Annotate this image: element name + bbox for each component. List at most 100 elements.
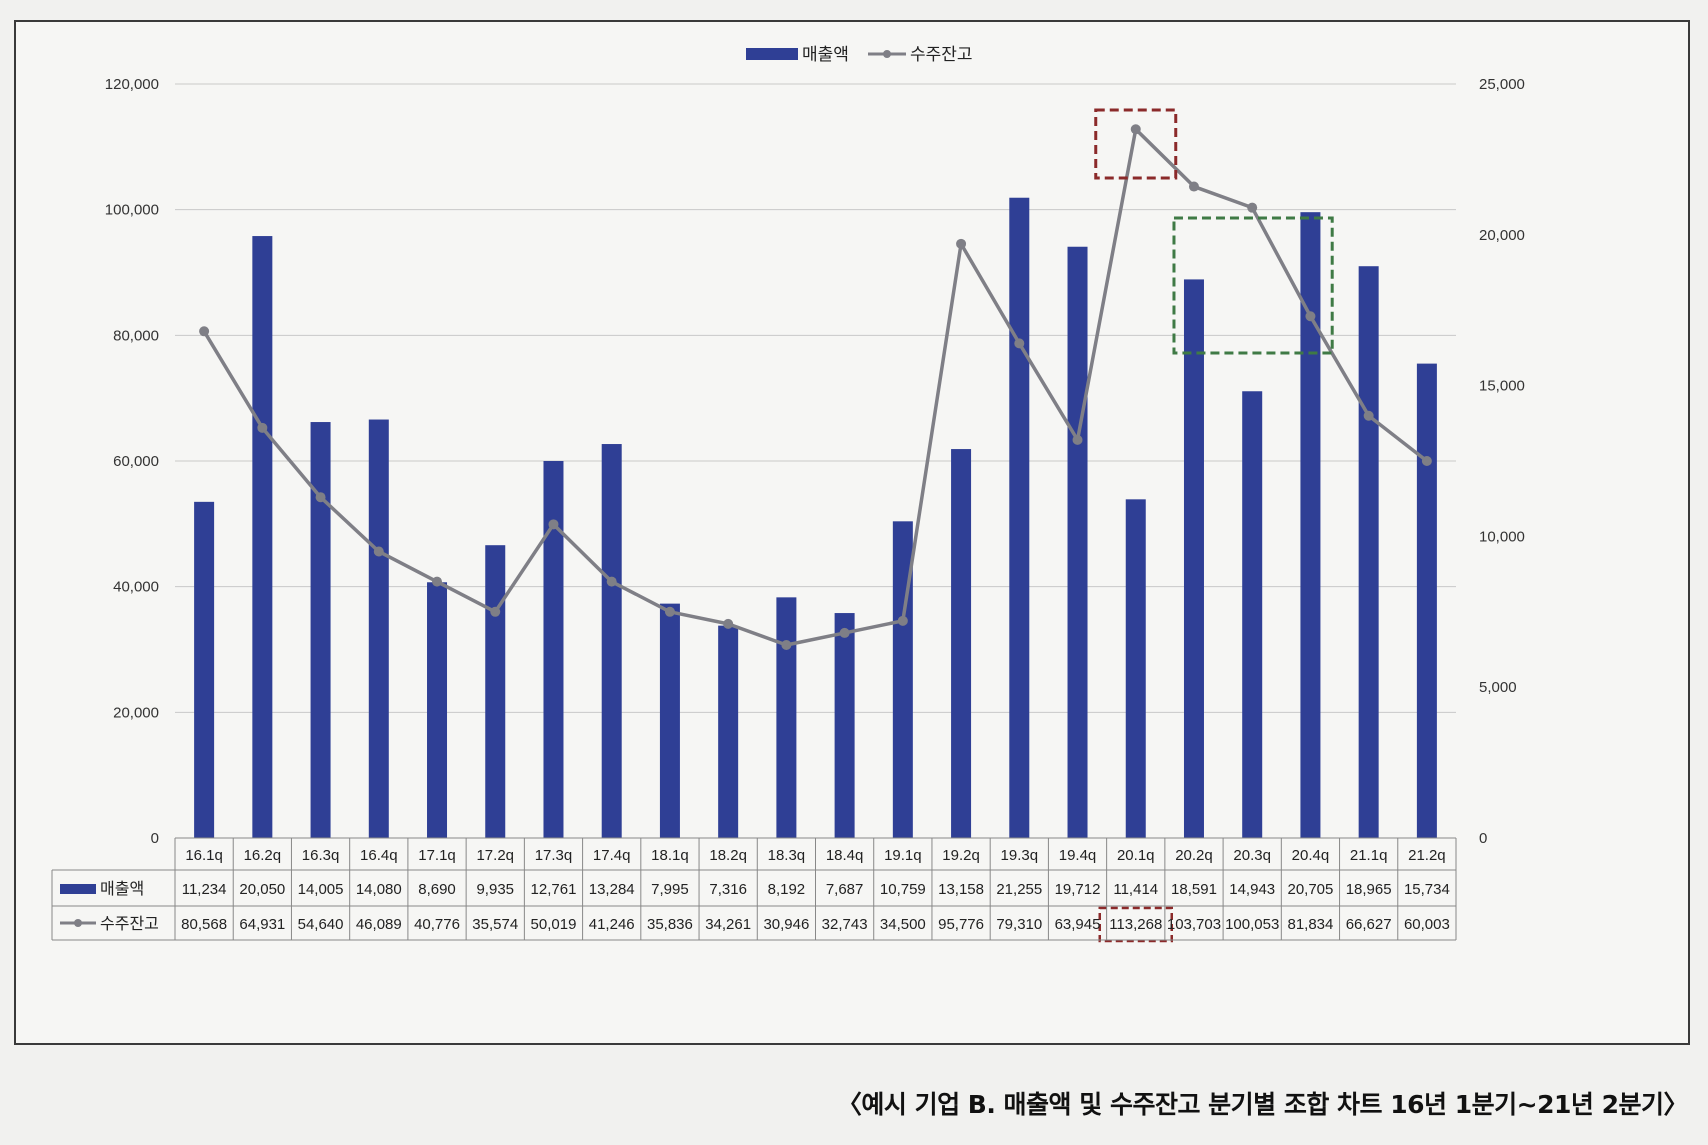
table-cell-backlog: 46,089 [356,916,402,933]
table-cell-sales: 14,943 [1229,881,1275,898]
line-point-18.1q [664,606,675,617]
category-label: 17.2q [476,847,514,864]
category-label: 21.2q [1408,847,1446,864]
table-cell-sales: 21,255 [996,881,1042,898]
table-cell-backlog: 66,627 [1346,916,1392,933]
right-tick-label: 10,000 [1479,528,1525,545]
table-cell-sales: 7,687 [826,881,864,898]
table-cell-backlog: 103,703 [1167,916,1221,933]
table-cell-backlog: 54,640 [298,916,344,933]
category-label: 20.1q [1117,847,1155,864]
line-series [199,124,1432,650]
category-label: 20.2q [1175,847,1213,864]
category-label: 17.3q [535,847,573,864]
line-point-20.2q [1188,181,1199,192]
table-cell-backlog: 41,246 [589,916,635,933]
table-cell-sales: 13,158 [938,881,984,898]
highlight-boxes [1094,108,1334,943]
bar-19.2q [951,449,972,838]
table-cell-sales: 20,705 [1287,881,1333,898]
line-point-21.1q [1363,410,1374,421]
table-cell-backlog: 113,268 [1109,916,1162,933]
bar-20.4q [1300,212,1321,838]
table-cell-backlog: 40,776 [414,916,460,933]
bar-16.3q [310,422,331,838]
table-cell-backlog: 79,310 [996,916,1042,933]
table-cell-sales: 14,080 [356,881,402,898]
bar-series [194,197,1437,839]
legend-bar-label: 매출액 [802,45,849,65]
category-label: 19.4q [1059,847,1097,864]
right-tick-label: 25,000 [1479,76,1525,93]
bar-18.2q [718,625,739,838]
right-tick-label: 5,000 [1479,679,1517,696]
table-cell-sales: 7,316 [709,881,747,898]
table-cell-sales: 8,690 [418,881,456,898]
left-axis: 0 20,000 40,000 60,000 80,000 100,000 120,000 [105,76,159,847]
table-cell-sales: 8,192 [768,881,806,898]
table-cell-backlog: 50,019 [531,916,577,933]
left-tick-label: 80,000 [113,327,159,344]
bar-20.1q [1125,499,1146,838]
category-label: 17.1q [418,847,456,864]
table-bar-swatch [60,884,96,894]
table-cell-sales: 20,050 [239,881,285,898]
table-cell-backlog: 35,836 [647,916,693,933]
category-label: 18.3q [768,847,806,864]
line-point-16.3q [315,492,326,503]
left-tick-label: 100,000 [105,202,159,219]
combo-chart: 020,00040,00060,00080,000100,000120,000 … [51,45,1525,943]
table-row-label-sales: 매출액 [100,879,144,898]
line-point-17.4q [606,576,617,587]
left-tick-label: 40,000 [113,579,159,596]
category-label: 18.1q [651,847,689,864]
gridlines [175,83,1456,839]
table-cell-backlog: 95,776 [938,916,984,933]
line-point-18.4q [839,627,850,638]
legend-line-marker [883,50,891,58]
table-cell-sales: 13,284 [589,881,635,898]
bar-17.3q [543,461,564,838]
category-label: 21.1q [1350,847,1388,864]
line-point-19.4q [1072,434,1083,445]
data-table: 16.1q 16.2q 16.3q 16.4q 17.1q 17.2q 17.3q 17.4q… [51,837,1457,941]
bar-17.2q [485,545,506,838]
legend: 매출액 수주잔고 [746,45,973,65]
category-label: 18.2q [709,847,747,864]
bar-17.1q [427,582,448,838]
right-axis: 0 5,000 10,000 15,000 20,000 25,000 [1479,76,1525,847]
table-cell-backlog: 32,743 [822,916,868,933]
right-tick-label: 20,000 [1479,227,1525,244]
table-cell-sales: 15,734 [1404,881,1450,898]
highlight-box-table-cell [1098,906,1173,943]
bar-20.3q [1242,391,1263,838]
table-cell-sales: 14,005 [298,881,344,898]
left-tick-label: 120,000 [105,76,159,93]
line-point-19.3q [1014,338,1025,349]
table-cell-backlog: 35,574 [472,916,518,933]
line-point-20.1q [1130,124,1141,135]
bar-16.1q [194,501,215,838]
table-cell-backlog: 100,053 [1225,916,1279,933]
line-point-16.4q [373,546,384,557]
bar-21.1q [1358,266,1379,838]
table-cell-sales: 10,759 [880,881,926,898]
bar-18.4q [834,613,855,838]
bar-16.4q [368,419,389,838]
left-tick-label: 0 [151,830,159,847]
bar-17.4q [601,444,622,838]
table-line-marker [74,919,82,927]
table-cell-backlog: 81,834 [1287,916,1333,933]
line-point-19.2q [956,238,967,249]
left-tick-label: 20,000 [113,704,159,721]
highlight-box-green [1172,216,1334,355]
line-point-19.1q [897,615,908,626]
left-tick-label: 60,000 [113,453,159,470]
table-cell-sales: 11,414 [1113,881,1158,898]
table-cell-backlog: 60,003 [1404,916,1450,933]
line-point-20.3q [1247,202,1258,213]
table-cell-backlog: 80,568 [181,916,227,933]
highlight-box-peak [1094,108,1178,180]
legend-bar-swatch [746,48,798,60]
line-point-18.2q [723,618,734,629]
